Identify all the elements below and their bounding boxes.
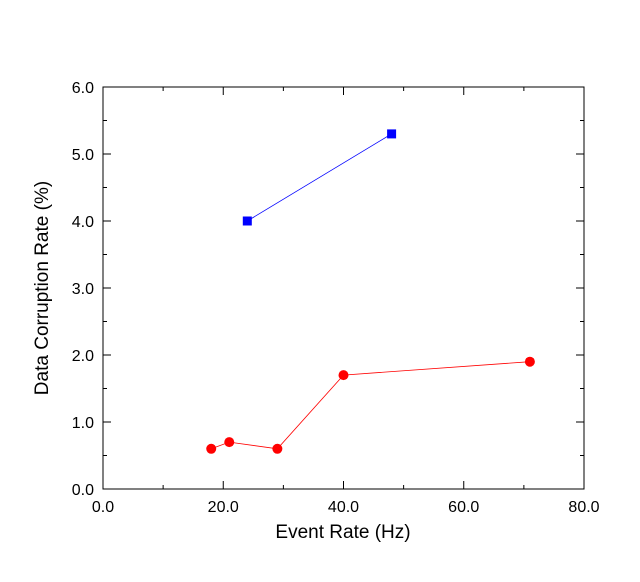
x-tick-label: 60.0: [448, 499, 479, 516]
series-0-point: [387, 129, 397, 139]
x-tick-label: 80.0: [568, 499, 599, 516]
minor-ticks: [103, 87, 584, 489]
y-tick-label: 5.0: [72, 147, 94, 164]
x-axis-title: Event Rate (Hz): [275, 522, 410, 543]
y-tick-labels: 0.0 1.0 2.0 3.0 4.0 5.0 6.0: [72, 80, 94, 499]
plot-frame: [102, 86, 585, 490]
major-ticks: [102, 86, 585, 490]
series-markers: [206, 129, 535, 454]
y-tick-label: 0.0: [72, 482, 94, 499]
y-tick-label: 4.0: [72, 214, 94, 231]
series-1-point: [272, 443, 283, 454]
y-tick-label: 1.0: [72, 415, 94, 432]
series-1-point: [206, 443, 217, 454]
series-1-point: [224, 437, 235, 448]
y-tick-label: 3.0: [72, 281, 94, 298]
series-1-point: [524, 356, 535, 367]
x-tick-label: 20.0: [208, 499, 239, 516]
series-0-point: [242, 216, 252, 226]
series-0-line: [247, 133, 392, 222]
y-tick-label: 6.0: [72, 80, 94, 97]
series-1-line: [211, 361, 530, 450]
series-1-point: [338, 370, 349, 381]
y-tick-label: 2.0: [72, 348, 94, 365]
x-tick-label: 0.0: [92, 499, 114, 516]
x-tick-label: 40.0: [328, 499, 359, 516]
x-tick-labels: 0.0 20.0 40.0 60.0 80.0: [92, 499, 600, 516]
series-lines: [211, 133, 530, 450]
y-axis-title: Data Corruption Rate (%): [32, 181, 53, 395]
